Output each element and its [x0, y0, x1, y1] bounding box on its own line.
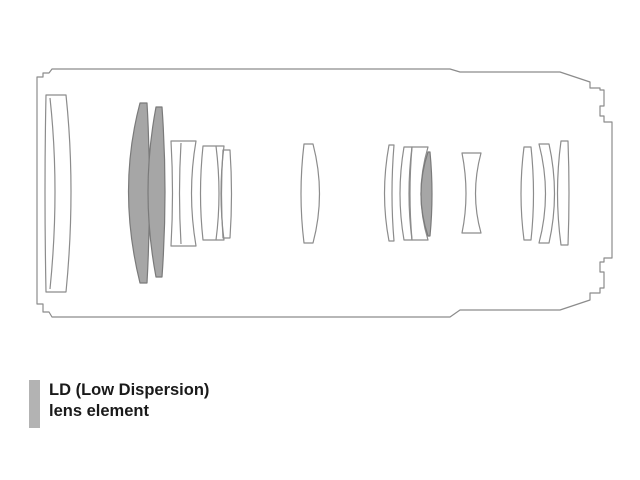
- ld-element-1: [127, 102, 151, 284]
- lens-element-14: [538, 143, 556, 244]
- lens-element-7: [220, 149, 233, 239]
- lens-element-4: [170, 140, 197, 247]
- ld-element-3: [420, 151, 433, 237]
- ld-element-2: [147, 106, 166, 278]
- legend: LD (Low Dispersion) lens element: [29, 380, 209, 428]
- lens-element-13: [520, 146, 535, 241]
- lens-element-5: [199, 145, 220, 241]
- lens-element-15: [556, 140, 570, 246]
- legend-text: LD (Low Dispersion) lens element: [49, 380, 209, 428]
- lens-element-9: [383, 144, 395, 242]
- lens-element-4-inner-curve: [178, 142, 182, 245]
- legend-label-line2: lens element: [49, 402, 149, 420]
- lens-element-8: [300, 143, 321, 244]
- lens-element-1: [44, 94, 72, 293]
- lens-element-1-inner-curve: [49, 97, 56, 290]
- ld-legend-swatch: [29, 380, 40, 428]
- legend-label-line1: LD (Low Dispersion): [49, 381, 210, 399]
- lens-barrel-outline: [36, 68, 613, 318]
- lens-element-12: [461, 152, 482, 234]
